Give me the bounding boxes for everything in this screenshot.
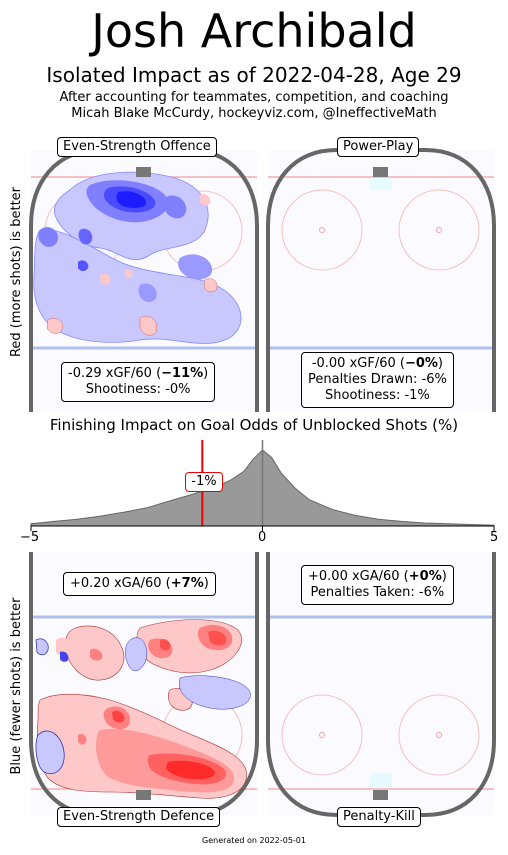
pk-xga: +0.00 xGA/60 (: [308, 569, 409, 584]
pk-pct: +0%: [408, 569, 442, 584]
pp-pct: −0%: [404, 356, 438, 371]
pp-xgf: -0.00 xGF/60 (: [311, 356, 405, 371]
panel-label-ev-offence: Even-Strength Offence: [57, 137, 217, 157]
pp-shootiness: Shootiness: -1%: [325, 388, 430, 403]
ev-offence-heatmap: [33, 171, 242, 344]
ev-defence-pct: +7%: [170, 576, 204, 591]
panel-label-power-play: Power-Play: [337, 137, 420, 157]
pp-penalties-drawn: Penalties Drawn: -6%: [308, 372, 447, 387]
finishing-impact-marker-label: -1%: [185, 472, 223, 492]
subtitle: Isolated Impact as of 2022-04-28, Age 29: [46, 63, 462, 87]
ev-defence-xga: +0.20 xGA/60 (: [70, 576, 171, 591]
panel-label-ev-defence: Even-Strength Defence: [57, 807, 221, 827]
stat-box-ev-offence: -0.29 xGF/60 (−11%) Shootiness: -0%: [61, 362, 216, 402]
generated-date: Generated on 2022-05-01: [202, 836, 306, 845]
pk-close-paren: ): [441, 569, 447, 584]
methodology-note: After accounting for teammates, competit…: [59, 90, 449, 105]
ev-defence-heatmap: [35, 619, 251, 799]
ev-offence-pct: −11%: [161, 366, 204, 381]
distribution-chart-title: Finishing Impact on Goal Odds of Unblock…: [49, 416, 459, 434]
player-name: Josh Archibald: [91, 4, 417, 58]
author-credit: Micah Blake McCurdy, hockeyviz.com, @Ine…: [71, 106, 437, 121]
stat-box-penalty-kill: +0.00 xGA/60 (+0%) Penalties Taken: -6%: [301, 565, 454, 605]
ev-offence-xgf: -0.29 xGF/60 (: [68, 366, 162, 381]
x-tick-label-max: 5: [490, 530, 499, 545]
ev-offence-shootiness: Shootiness: -0%: [85, 382, 191, 397]
ev-defence-close-paren: ): [203, 576, 209, 591]
ev-offence-close-paren: ): [203, 366, 209, 381]
y-label-top: Red (more shots) is better: [9, 186, 24, 358]
stat-box-ev-defence: +0.20 xGA/60 (+7%): [63, 572, 216, 596]
distribution-chart: [30, 440, 495, 527]
y-label-bottom: Blue (fewer shots) is better: [9, 597, 24, 775]
x-tick-label-min: −5: [20, 530, 40, 545]
pk-penalties-taken: Penalties Taken: -6%: [310, 585, 445, 600]
x-tick-label-zero: 0: [258, 530, 267, 545]
stat-box-power-play: -0.00 xGF/60 (−0%) Penalties Drawn: -6% …: [301, 352, 454, 408]
pp-close-paren: ): [437, 356, 443, 371]
panel-label-penalty-kill: Penalty-Kill: [337, 807, 421, 827]
